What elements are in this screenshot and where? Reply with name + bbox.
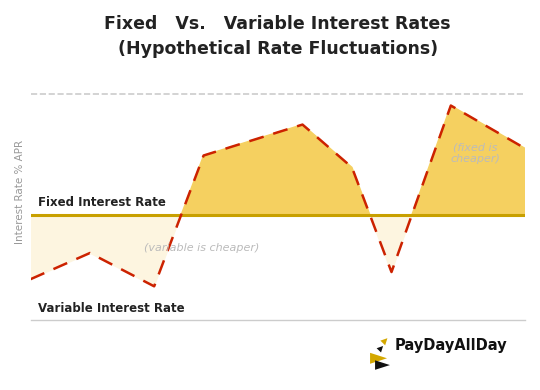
Text: (fixed is
cheaper): (fixed is cheaper) — [450, 142, 501, 164]
Text: Variable Interest Rate: Variable Interest Rate — [38, 302, 185, 315]
Title: Fixed   Vs.   Variable Interest Rates
(Hypothetical Rate Fluctuations): Fixed Vs. Variable Interest Rates (Hypot… — [104, 15, 451, 58]
Text: ►: ► — [375, 355, 390, 374]
Text: ►: ► — [370, 347, 387, 367]
Y-axis label: Interest Rate % APR: Interest Rate % APR — [15, 140, 25, 245]
Text: Fixed Interest Rate: Fixed Interest Rate — [38, 196, 166, 209]
Text: PayDayAllDay: PayDayAllDay — [394, 339, 507, 353]
Text: (variable is cheaper): (variable is cheaper) — [144, 243, 260, 253]
